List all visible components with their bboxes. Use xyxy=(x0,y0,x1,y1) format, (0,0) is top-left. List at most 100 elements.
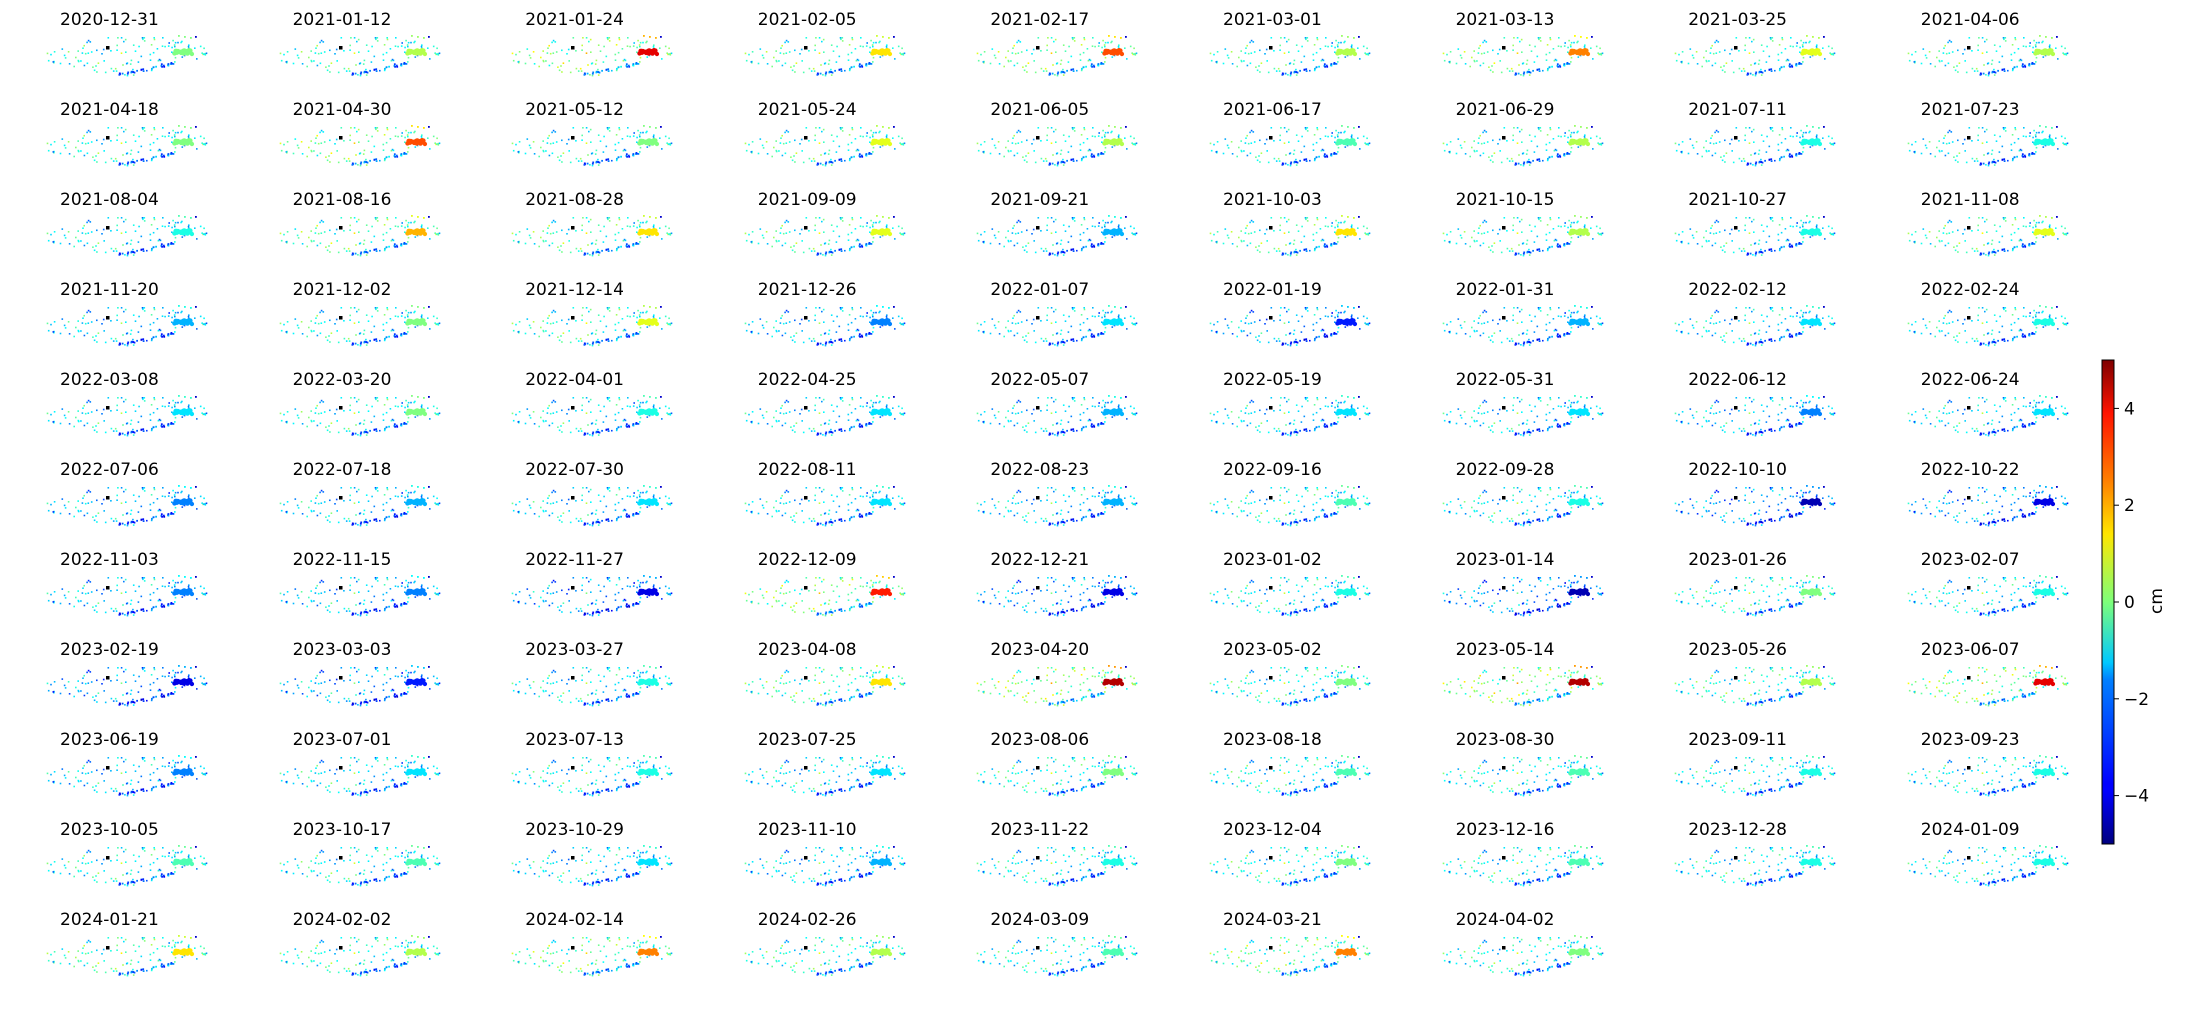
scatter-point xyxy=(413,40,416,43)
scatter-point xyxy=(1687,152,1690,155)
scatter-point xyxy=(141,127,144,129)
scatter-point xyxy=(626,155,629,158)
scatter-point xyxy=(1025,155,1028,157)
scatter-point xyxy=(1010,60,1013,62)
scatter-point xyxy=(1746,253,1749,256)
scatter-point xyxy=(1558,155,1561,158)
scatter-point xyxy=(1705,59,1708,62)
scatter-point xyxy=(858,65,861,68)
edge-point xyxy=(1590,216,1593,218)
scatter-point xyxy=(871,224,874,226)
scatter-point xyxy=(1993,71,1995,73)
scatter-point xyxy=(110,50,112,52)
scatter-point xyxy=(1779,247,1781,250)
scatter-point xyxy=(2033,39,2035,42)
scatter-point xyxy=(1357,137,1359,139)
scatter-point xyxy=(305,65,308,68)
scatter-point xyxy=(1758,243,1760,245)
scatter-point xyxy=(616,249,618,252)
displacement-scatter-map xyxy=(46,125,208,167)
scatter-point xyxy=(1033,48,1035,51)
scatter-point xyxy=(1008,240,1010,243)
edge-point xyxy=(881,126,884,128)
scatter-point xyxy=(793,161,796,163)
scatter-point xyxy=(1053,130,1055,133)
scatter-point xyxy=(793,229,796,232)
scatter-point xyxy=(279,52,281,55)
scatter-point xyxy=(1743,160,1746,162)
map-panel: 2021-08-16 xyxy=(275,188,445,270)
scatter-point xyxy=(1367,144,1370,146)
scatter-point xyxy=(1031,233,1034,235)
scatter-point xyxy=(1800,219,1803,222)
scatter-point xyxy=(167,64,170,67)
scatter-point xyxy=(2013,141,2016,144)
scatter-point xyxy=(1566,242,1569,245)
scatter-point xyxy=(365,74,368,76)
scatter-point xyxy=(1568,243,1570,245)
scatter-point xyxy=(1051,37,1053,39)
scatter-point xyxy=(810,250,813,252)
scatter-point xyxy=(391,238,393,241)
cluster-point xyxy=(879,48,885,54)
scatter-point xyxy=(163,65,166,68)
scatter-point xyxy=(1273,140,1275,142)
scatter-point xyxy=(357,128,360,131)
scatter-point xyxy=(142,70,145,72)
scatter-point xyxy=(1101,51,1103,53)
scatter-point xyxy=(1947,152,1949,155)
scatter-point xyxy=(322,131,324,133)
scatter-point xyxy=(374,218,377,221)
scatter-point xyxy=(143,307,146,309)
scatter-point xyxy=(843,249,846,252)
reference-point-marker xyxy=(803,136,808,140)
scatter-point xyxy=(827,243,830,245)
scatter-point xyxy=(1548,66,1551,69)
scatter-point xyxy=(1457,138,1459,140)
scatter-point xyxy=(2063,233,2066,235)
scatter-point xyxy=(172,153,175,155)
displacement-scatter-map xyxy=(744,215,906,257)
scatter-point xyxy=(779,47,782,49)
scatter-point xyxy=(617,66,620,69)
scatter-point xyxy=(2004,37,2006,39)
scatter-point xyxy=(1816,134,1818,136)
scatter-point xyxy=(1800,39,1803,42)
scatter-point xyxy=(2028,63,2031,65)
scatter-point xyxy=(1083,127,1086,129)
scatter-point xyxy=(1984,254,1987,256)
scatter-point xyxy=(1935,56,1938,59)
scatter-point xyxy=(370,151,372,153)
scatter-point xyxy=(1529,251,1531,254)
scatter-point xyxy=(526,138,529,140)
scatter-point xyxy=(161,245,163,248)
edge-point xyxy=(1812,36,1814,38)
scatter-point xyxy=(394,135,396,137)
scatter-point xyxy=(1799,136,1802,139)
scatter-point xyxy=(668,233,670,235)
scatter-point xyxy=(595,250,598,253)
scatter-point xyxy=(86,242,89,245)
scatter-point xyxy=(878,41,880,44)
scatter-point xyxy=(1486,141,1489,143)
scatter-point xyxy=(598,164,600,166)
scatter-point xyxy=(1498,138,1501,141)
scatter-point xyxy=(1940,240,1943,242)
scatter-point xyxy=(2028,64,2031,67)
scatter-point xyxy=(1102,153,1105,155)
map-panel: 2021-07-23 xyxy=(1903,98,2073,180)
scatter-point xyxy=(1094,45,1097,48)
scatter-point xyxy=(1947,62,1949,65)
scatter-point xyxy=(140,69,143,71)
scatter-point xyxy=(97,152,100,154)
scatter-point xyxy=(1477,47,1480,49)
scatter-point xyxy=(533,243,536,245)
scatter-point xyxy=(1505,50,1508,52)
scatter-point xyxy=(1809,56,1812,58)
scatter-point xyxy=(1786,148,1789,151)
scatter-point xyxy=(802,251,805,254)
scatter-point xyxy=(1102,129,1105,132)
scatter-point xyxy=(1781,38,1784,41)
scatter-point xyxy=(1066,69,1069,72)
scatter-point xyxy=(836,45,838,48)
